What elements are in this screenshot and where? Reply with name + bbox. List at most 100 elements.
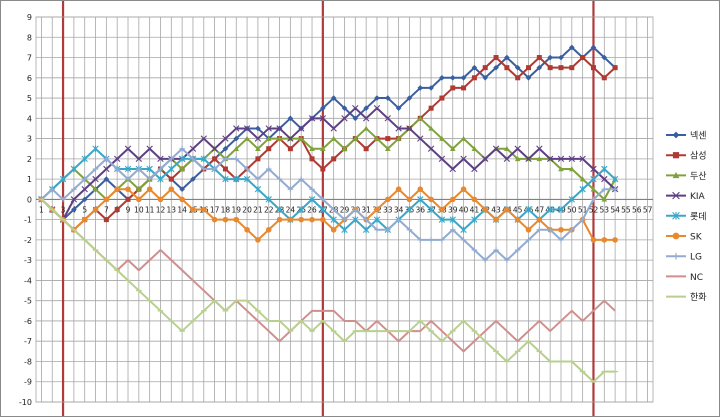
marker-stroke <box>211 145 218 152</box>
data-point-marker <box>330 125 337 132</box>
marker-stroke <box>124 145 132 152</box>
marker-stroke <box>276 125 283 132</box>
data-point-marker <box>124 165 132 173</box>
data-point-marker <box>103 217 109 223</box>
data-point-marker <box>60 196 66 203</box>
legend-label: 한화 <box>690 292 707 303</box>
y-tick-label: 6 <box>27 74 32 83</box>
legend-label: SK <box>690 233 703 243</box>
data-point-marker <box>514 247 521 253</box>
marker-stroke <box>81 186 88 193</box>
marker-stroke <box>438 155 446 163</box>
data-point-marker <box>363 146 369 152</box>
data-point-marker <box>362 115 370 122</box>
marker-stroke <box>113 155 121 163</box>
data-point-marker <box>417 237 424 243</box>
x-tick-label: 43 <box>491 205 501 214</box>
data-point-marker <box>471 64 478 71</box>
data-point-marker <box>590 237 597 243</box>
data-point-marker <box>233 135 240 142</box>
data-point-marker <box>460 135 467 141</box>
data-point-marker <box>287 146 293 152</box>
data-point-marker <box>672 252 680 260</box>
marker-stroke <box>482 155 489 163</box>
data-point-marker <box>179 166 185 172</box>
data-point-marker <box>103 176 110 182</box>
data-point-marker <box>482 65 488 71</box>
data-point-marker <box>492 145 500 152</box>
data-point-marker <box>178 155 186 163</box>
marker-stroke <box>222 135 229 142</box>
x-tick-label: 22 <box>264 205 274 214</box>
data-point-marker <box>135 155 143 163</box>
data-point-marker <box>352 206 359 213</box>
data-point-marker <box>536 156 543 162</box>
y-tick-label: -7 <box>24 337 32 346</box>
x-tick-label: 21 <box>253 205 263 214</box>
marker-stroke <box>70 196 78 203</box>
marker-stroke <box>287 135 294 142</box>
data-point-marker <box>612 65 618 71</box>
data-point-marker <box>103 165 110 173</box>
x-tick-label: 17 <box>210 205 220 214</box>
series-8 <box>40 198 616 353</box>
data-point-marker <box>493 64 499 71</box>
data-point-marker <box>590 165 597 173</box>
data-point-marker <box>449 196 456 203</box>
data-point-marker <box>558 226 564 233</box>
data-point-marker <box>384 115 391 122</box>
data-point-marker <box>611 175 619 183</box>
data-point-marker <box>504 257 510 263</box>
data-point-marker <box>395 216 402 223</box>
data-point-marker <box>211 216 218 223</box>
data-point-marker <box>428 105 434 111</box>
x-tick-label: 9 <box>126 205 131 214</box>
legend-item: SK <box>666 233 703 243</box>
y-tick-label: -9 <box>24 378 32 387</box>
marker-stroke <box>568 155 576 163</box>
data-point-marker <box>417 115 424 121</box>
data-point-marker <box>406 125 413 132</box>
data-point-marker <box>319 206 327 213</box>
marker-stroke <box>373 104 381 112</box>
data-point-marker <box>406 196 413 203</box>
data-point-marker <box>374 206 380 213</box>
data-point-marker <box>352 115 359 122</box>
data-point-marker <box>352 216 359 223</box>
data-point-marker <box>146 176 153 182</box>
data-point-marker <box>536 216 543 223</box>
data-point-marker <box>439 237 445 243</box>
data-point-marker <box>168 165 175 173</box>
marker-stroke <box>384 115 391 122</box>
data-point-marker <box>449 165 456 173</box>
series-line <box>40 198 616 353</box>
marker-stroke <box>189 145 197 152</box>
data-point-marker <box>482 155 489 163</box>
series-1 <box>38 44 618 223</box>
data-point-marker <box>276 176 283 182</box>
data-point-marker <box>363 216 369 223</box>
marker-stroke <box>601 175 608 183</box>
marker-stroke <box>308 115 316 122</box>
data-point-marker <box>211 166 218 172</box>
data-point-marker <box>287 135 294 142</box>
data-point-marker <box>330 135 337 141</box>
y-tick-label: -4 <box>24 276 32 285</box>
data-point-marker <box>81 155 88 163</box>
x-tick-label: 56 <box>632 205 642 214</box>
data-point-marker <box>222 216 229 223</box>
data-point-marker <box>461 85 467 91</box>
data-point-marker <box>558 65 564 71</box>
data-point-marker <box>71 206 77 213</box>
data-point-marker <box>276 216 283 223</box>
data-point-marker <box>266 146 272 152</box>
data-point-marker <box>590 196 597 203</box>
data-point-marker <box>460 186 467 193</box>
x-tick-label: 55 <box>621 205 631 214</box>
legend-item: 삼성 <box>666 151 707 162</box>
data-point-marker <box>298 176 305 182</box>
data-point-marker <box>672 152 680 159</box>
legend-label: NC <box>690 273 703 283</box>
